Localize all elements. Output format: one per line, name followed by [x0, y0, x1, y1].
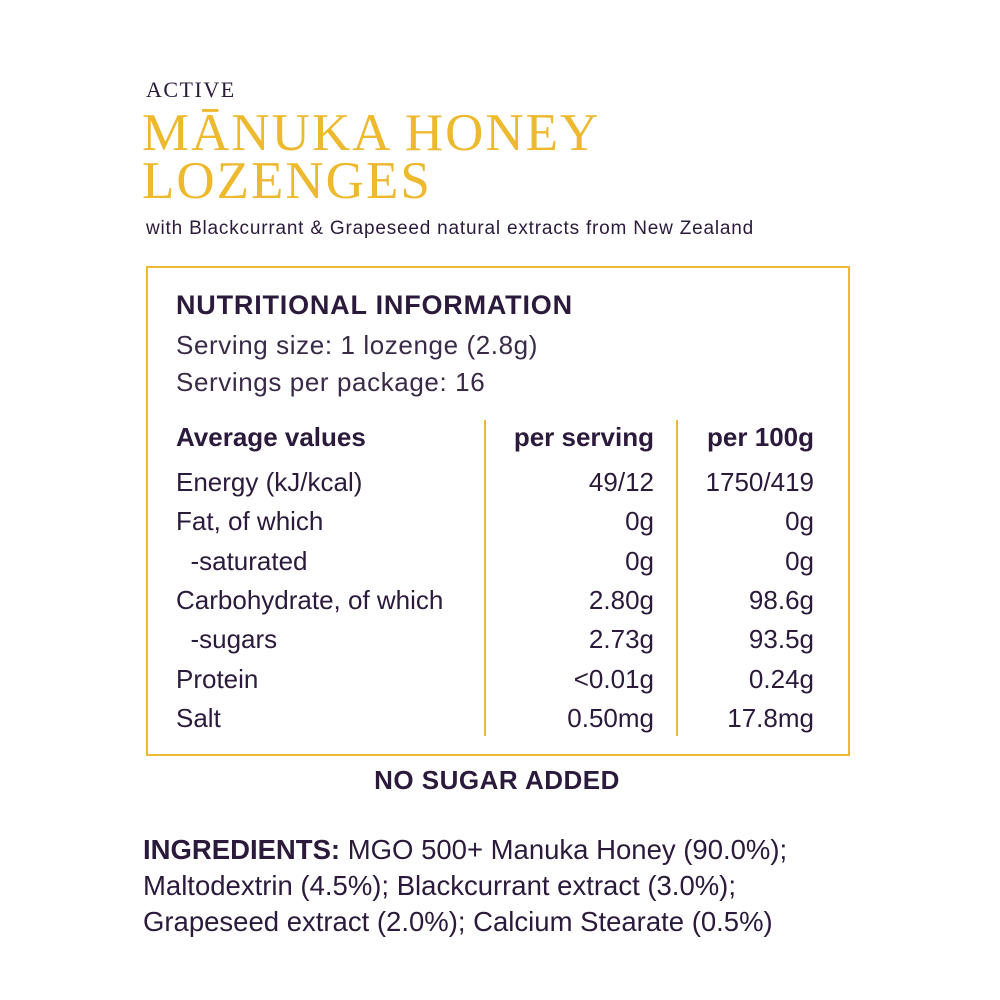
per-serving-value: <0.01g [573, 663, 654, 694]
ingredients-label: INGREDIENTS: [143, 834, 341, 865]
per-serving-value: 0g [625, 545, 654, 576]
per-serving-value: 0g [625, 506, 654, 537]
per-serving-value: 49/12 [588, 467, 654, 497]
per-100g-value: 0g [785, 545, 814, 576]
nutrient-name: Fat, of which [176, 506, 324, 537]
nutrient-name: Salt [176, 702, 221, 733]
product-subtitle: with Blackcurrant & Grapeseed natural ex… [146, 218, 754, 239]
nutrition-heading: NUTRITIONAL INFORMATION [176, 290, 573, 320]
product-title-line2: LOZENGES [142, 152, 432, 210]
table-row: Carbohydrate, of which 2.80g 98.6g [176, 581, 814, 620]
nutrient-name: Protein [176, 663, 259, 694]
table-row: Salt 0.50mg 17.8mg [176, 699, 814, 738]
per-100g-value: 1750/419 [705, 467, 814, 497]
table-header: Average values per serving per 100g [176, 418, 814, 457]
product-title-line1: MĀNUKA HONEY [142, 104, 601, 162]
servings-per-package: Servings per package: 16 [176, 367, 486, 397]
ingredients-line2: Maltodextrin (4.5%); Blackcurrant extrac… [143, 870, 736, 901]
per-100g-value: 17.8mg [727, 702, 814, 733]
ingredients-line3: Grapeseed extract (2.0%); Calcium Steara… [143, 906, 773, 937]
nutrient-name: Carbohydrate, of which [176, 584, 444, 615]
table-row: -sugars 2.73g 93.5g [176, 620, 814, 659]
per-serving-value: 2.80g [588, 584, 654, 615]
ingredients-line1: INGREDIENTS: MGO 500+ Manuka Honey (90.0… [143, 832, 787, 868]
table-row: -saturated 0g 0g [176, 542, 814, 581]
nutrient-name: -sugars [176, 624, 278, 655]
table-row: Energy (kJ/kcal) 49/12 1750/419 [176, 463, 814, 502]
header-per-100g: per 100g [707, 422, 814, 452]
header-average-values: Average values [176, 422, 366, 452]
serving-size: Serving size: 1 lozenge (2.8g) [176, 330, 538, 360]
ingredients-text: MGO 500+ Manuka Honey (90.0%); [340, 834, 788, 865]
per-serving-value: 0.50mg [567, 702, 654, 733]
brand-active: ACTIVE [146, 77, 236, 102]
column-divider [484, 420, 486, 736]
column-divider [676, 420, 678, 736]
no-sugar-added: NO SUGAR ADDED [374, 765, 620, 795]
table-row: Protein <0.01g 0.24g [176, 660, 814, 699]
per-100g-value: 93.5g [748, 624, 814, 655]
table-row: Fat, of which 0g 0g [176, 502, 814, 541]
per-serving-value: 2.73g [588, 624, 654, 655]
nutrient-name: -saturated [176, 545, 308, 576]
per-100g-value: 98.6g [748, 584, 814, 615]
per-100g-value: 0g [785, 506, 814, 537]
per-100g-value: 0.24g [748, 663, 814, 694]
nutrition-panel [146, 266, 850, 756]
header-per-serving: per serving [513, 422, 654, 452]
nutrient-name: Energy (kJ/kcal) [176, 467, 363, 497]
